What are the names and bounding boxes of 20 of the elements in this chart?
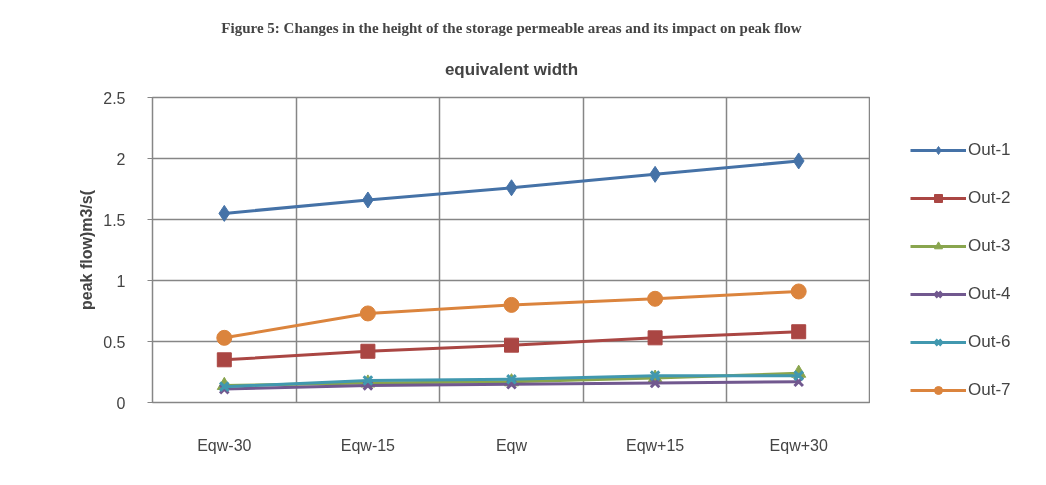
legend-label: Out-7 (968, 380, 1011, 400)
legend-label: Out-3 (968, 236, 1011, 256)
caption: Figure 5: Changes in the height of the storage permeable areas and its impact on peak flow (221, 19, 802, 36)
y-tick-label: 2.5 (103, 89, 126, 107)
legend-label: Out-4 (968, 284, 1011, 304)
y-tick-label: 1.5 (103, 211, 126, 229)
y-tick-label: 1 (116, 272, 126, 290)
legend-label: Out-2 (968, 188, 1011, 208)
x-tick-label: Eqw (495, 436, 528, 454)
x-tick-label: Eqw-30 (197, 436, 252, 454)
legend-label: Out-1 (968, 140, 1011, 160)
y-axis-title: peak flow)m3/s( (78, 189, 96, 311)
y-tick-label: 2 (116, 150, 126, 168)
y-tick-label: 0.5 (103, 333, 126, 351)
x-tick-label: Eqw+30 (769, 436, 828, 454)
x-tick-label: Eqw-15 (340, 436, 396, 454)
chart-title: equivalent width (444, 59, 579, 79)
y-tick-label: 0 (116, 394, 126, 412)
x-tick-label: Eqw+15 (625, 436, 685, 454)
legend-label: Out-6 (968, 332, 1011, 352)
